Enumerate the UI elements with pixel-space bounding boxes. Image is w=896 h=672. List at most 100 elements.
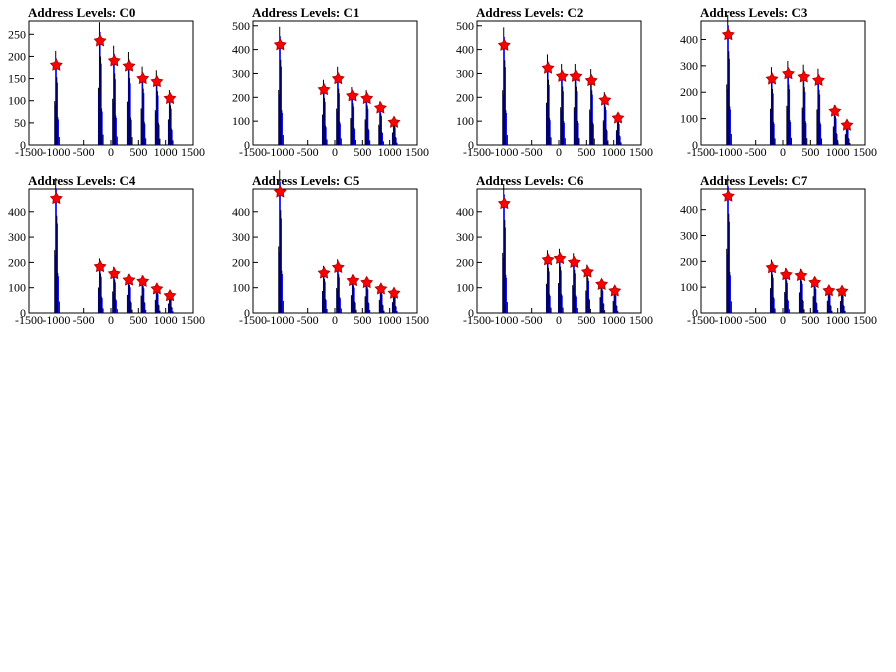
- y-tick-label: 200: [8, 255, 26, 269]
- chart-title: Address Levels: C6: [476, 173, 584, 188]
- y-tick-label: 200: [680, 254, 698, 268]
- peak-marker: [49, 58, 63, 71]
- x-tick-label: -1500: [239, 313, 267, 327]
- peak-marker: [163, 288, 177, 302]
- chart-title: Address Levels: C1: [252, 5, 359, 20]
- x-tick-label: -1000: [266, 145, 294, 159]
- peak-marker: [553, 251, 567, 265]
- plot-frame: [476, 20, 642, 146]
- y-tick-label: 400: [232, 43, 250, 57]
- y-tick-label: 150: [8, 72, 26, 86]
- y-tick-label: 200: [680, 85, 698, 99]
- x-tick-label: 0: [108, 313, 114, 327]
- y-tick-label: 200: [456, 255, 474, 269]
- y-tick-label: 100: [232, 281, 250, 295]
- peak-marker: [373, 101, 387, 114]
- x-tick-label: 500: [577, 145, 595, 159]
- peak-marker: [346, 89, 359, 102]
- peak-marker: [49, 191, 63, 205]
- y-tick-label: 200: [232, 255, 250, 269]
- peak-marker: [611, 111, 625, 124]
- y-tick-label: 200: [8, 49, 26, 63]
- peak-marker: [808, 275, 822, 289]
- peak-marker: [580, 265, 594, 278]
- chart-grid: Address Levels: C0 0 50 100 150 200 250 -1500 -1…: [8, 5, 877, 327]
- peak-marker: [840, 118, 854, 131]
- chart-title: Address Levels: C5: [252, 173, 360, 188]
- peak-marker: [828, 104, 842, 117]
- y-tick-label: 400: [232, 205, 250, 219]
- peak-marker: [555, 69, 569, 82]
- x-tick-label: 500: [801, 145, 819, 159]
- peak-marker: [273, 37, 287, 51]
- x-tick-label: 1000: [154, 313, 178, 327]
- x-tick-label: -500: [745, 313, 767, 327]
- peak-marker: [608, 284, 622, 297]
- chart-panel-7: Address Levels: C7 0 100 200 300 400 -1500 -100…: [680, 173, 877, 327]
- peak-marker: [779, 267, 793, 281]
- peak-marker: [107, 266, 121, 280]
- peak-marker: [331, 71, 345, 85]
- y-tick-label: 200: [456, 90, 474, 104]
- chart-title: Address Levels: C3: [700, 5, 808, 20]
- y-tick-label: 0: [468, 138, 474, 152]
- y-tick-label: 50: [14, 116, 26, 130]
- peak-marker: [797, 70, 811, 83]
- x-tick-label: 1500: [853, 145, 877, 159]
- x-tick-label: -1500: [463, 145, 491, 159]
- y-tick-label: 100: [456, 281, 474, 295]
- y-tick-label: 0: [244, 306, 250, 320]
- y-tick-label: 0: [244, 138, 250, 152]
- chart-panel-5: Address Levels: C5 0 100 200 300 400 -1500 -100…: [232, 170, 429, 327]
- peak-marker: [374, 282, 388, 295]
- chart-title: Address Levels: C4: [28, 173, 136, 188]
- x-tick-label: -500: [521, 145, 543, 159]
- x-tick-label: 500: [577, 313, 595, 327]
- peak-marker: [765, 260, 779, 274]
- x-tick-label: 1000: [378, 313, 402, 327]
- y-tick-label: 100: [680, 280, 698, 294]
- x-tick-label: 500: [129, 145, 147, 159]
- y-tick-label: 300: [232, 230, 250, 244]
- peak-marker: [835, 284, 849, 297]
- peak-marker: [569, 69, 583, 82]
- y-tick-label: 200: [232, 90, 250, 104]
- peak-marker: [387, 286, 401, 299]
- y-tick-label: 400: [456, 43, 474, 57]
- x-tick-label: -500: [745, 145, 767, 159]
- y-tick-label: 300: [680, 59, 698, 73]
- x-tick-label: 1000: [602, 313, 626, 327]
- y-tick-label: 250: [8, 27, 26, 41]
- x-tick-label: 1000: [602, 145, 626, 159]
- y-tick-label: 0: [20, 138, 26, 152]
- peak-marker: [812, 73, 825, 86]
- peak-marker: [122, 59, 136, 72]
- peak-marker: [360, 91, 374, 105]
- x-tick-label: -1500: [15, 145, 43, 159]
- peak-marker: [331, 260, 345, 273]
- chart-panel-2: Address Levels: C20100200300400500-1500-…: [456, 5, 653, 159]
- x-tick-label: -500: [521, 313, 543, 327]
- x-tick-label: 0: [556, 145, 562, 159]
- chart-panel-3: Address Levels: C3 0 100 200 300 400 -1500 -100…: [680, 5, 877, 159]
- x-tick-label: -500: [297, 313, 319, 327]
- peak-marker: [360, 275, 374, 289]
- peak-marker: [163, 91, 177, 105]
- y-tick-label: 100: [232, 114, 250, 128]
- peak-marker: [782, 66, 795, 80]
- peak-marker: [150, 74, 164, 88]
- peak-marker: [317, 266, 331, 279]
- x-tick-label: -1000: [490, 313, 518, 327]
- y-tick-label: 0: [692, 306, 698, 320]
- x-tick-label: -1000: [714, 313, 742, 327]
- y-tick-label: 300: [8, 230, 26, 244]
- peak-marker: [541, 253, 555, 266]
- x-tick-label: 0: [780, 145, 786, 159]
- x-tick-label: -1500: [15, 313, 43, 327]
- peak-marker: [541, 61, 555, 74]
- peak-marker: [93, 259, 107, 273]
- y-tick-label: 0: [20, 306, 26, 320]
- y-tick-label: 300: [456, 66, 474, 80]
- peak-marker: [122, 273, 136, 286]
